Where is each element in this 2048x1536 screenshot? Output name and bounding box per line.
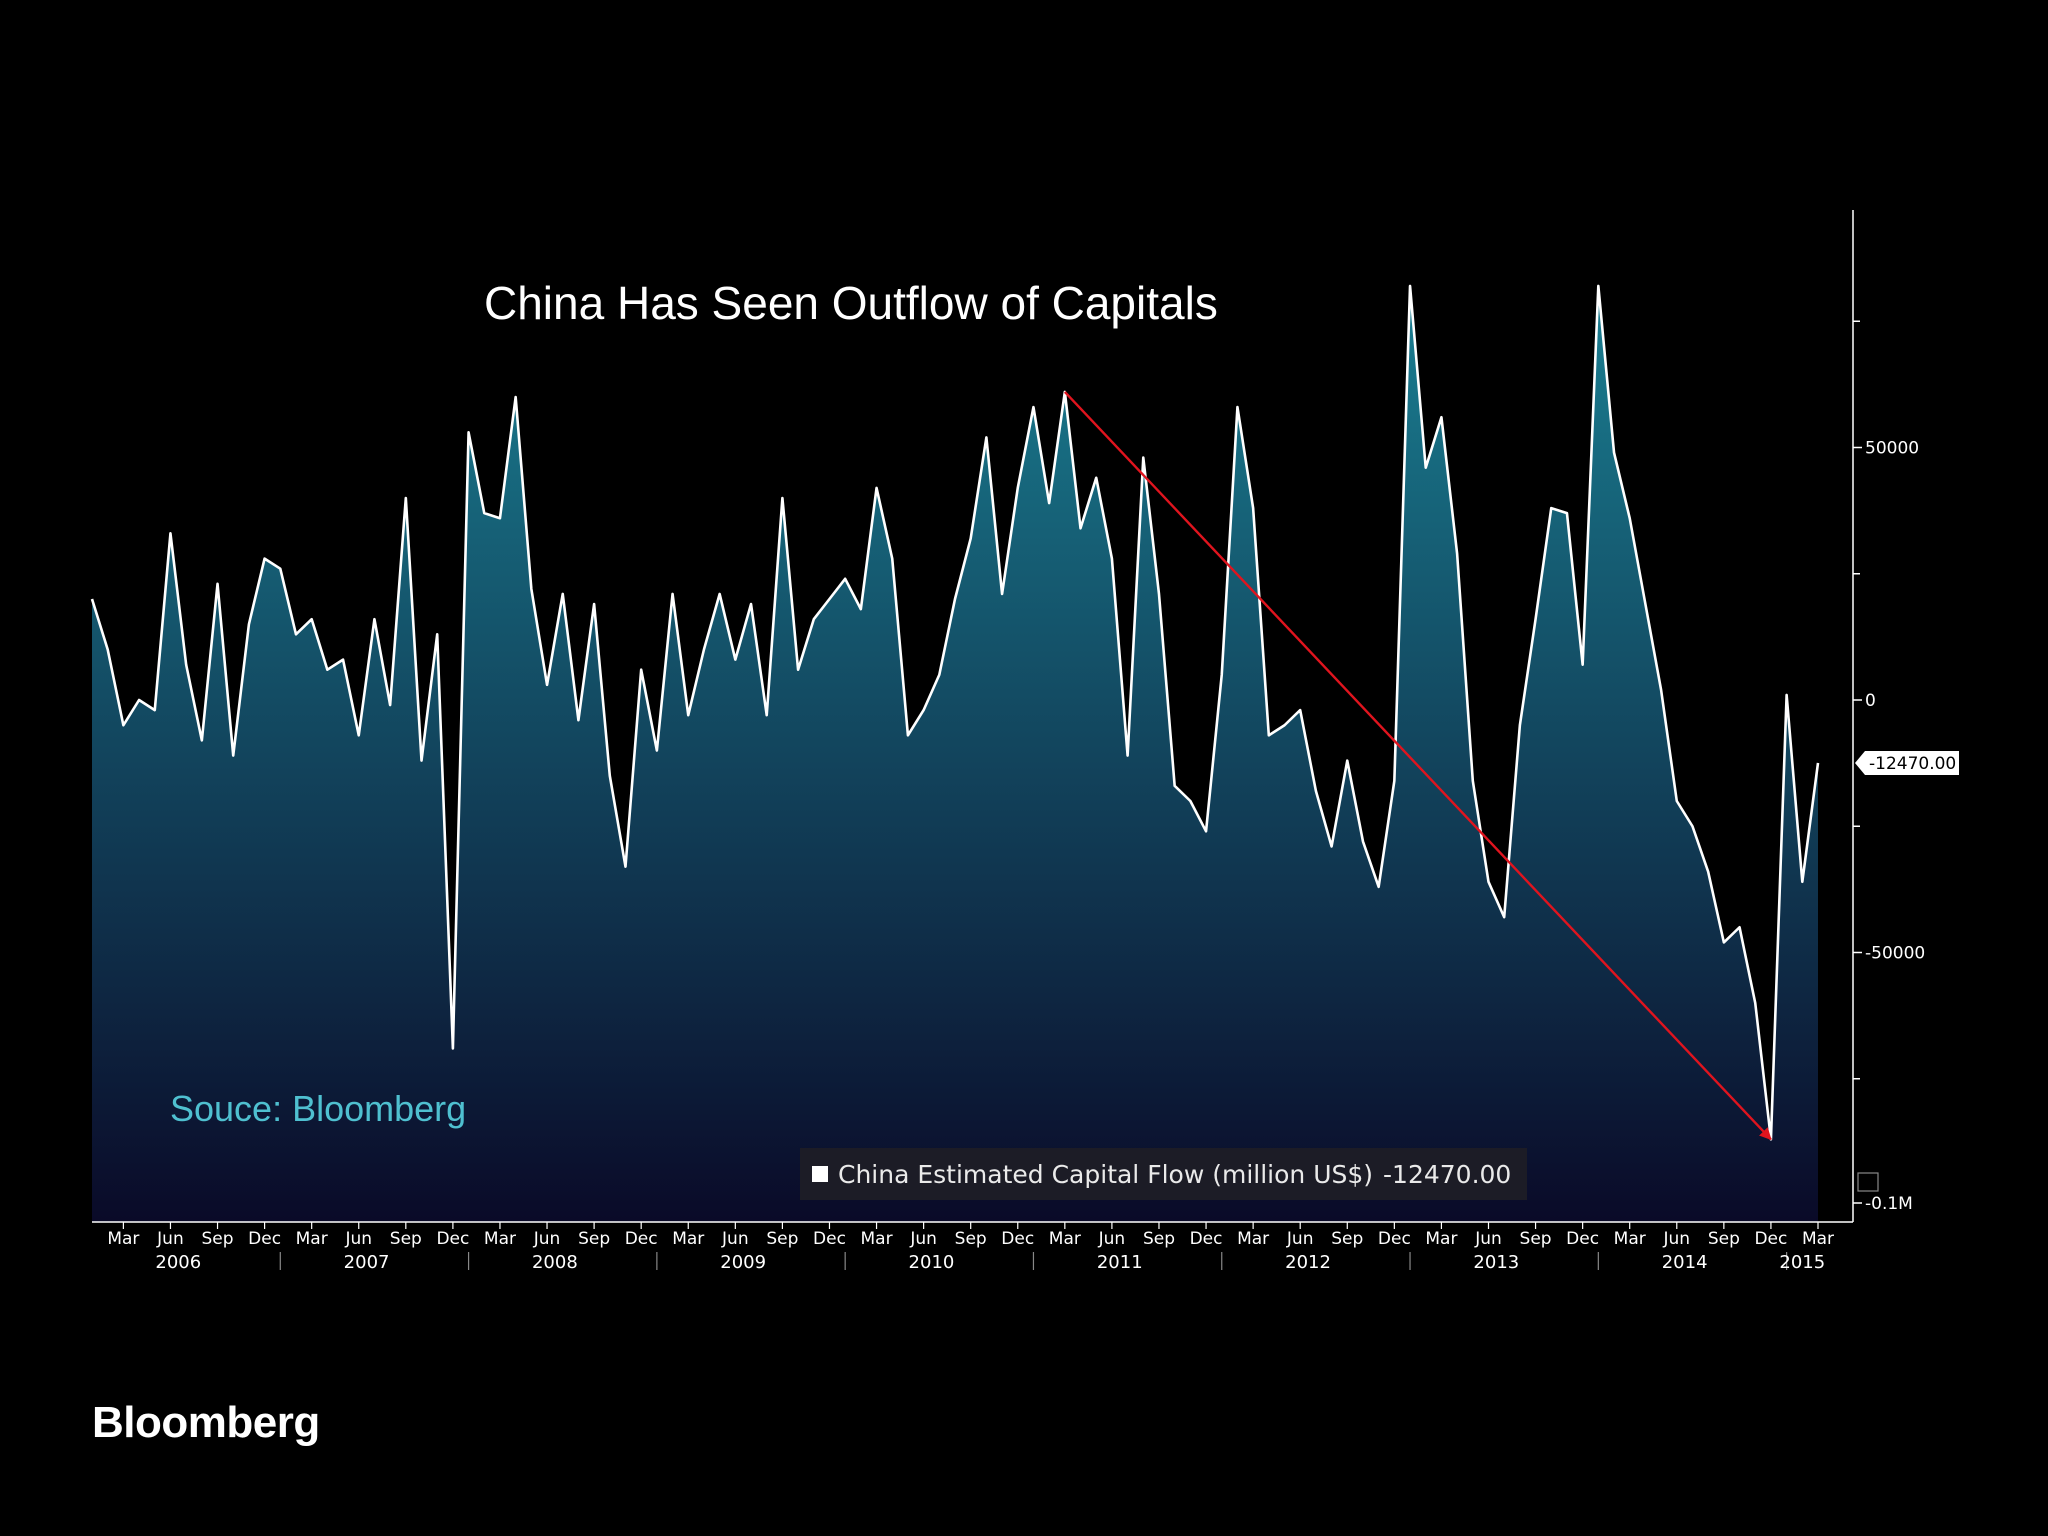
x-month-label: Jun: [1286, 1229, 1314, 1249]
y-tick-label: -50000: [1865, 944, 1925, 964]
x-month-label: Mar: [484, 1229, 516, 1249]
x-year-label: 2008: [532, 1252, 578, 1273]
series-line: [90, 284, 1820, 1141]
y-tick-label: -0.1M: [1865, 1194, 1913, 1214]
x-month-label: Sep: [578, 1229, 610, 1249]
x-month-label: Jun: [909, 1229, 937, 1249]
x-month-label: Jun: [721, 1229, 749, 1249]
x-month-label: Jun: [344, 1229, 372, 1249]
x-month-label: Mar: [1425, 1229, 1457, 1249]
x-year-label: 2011: [1097, 1252, 1143, 1273]
last-value-tag: [1855, 750, 1959, 775]
x-month-label: Sep: [1331, 1229, 1363, 1249]
x-month-label: Sep: [955, 1229, 987, 1249]
x-month-label: Mar: [296, 1229, 328, 1249]
series-area: [92, 285, 1818, 1222]
x-month-label: Dec: [436, 1229, 469, 1249]
x-month-label: Dec: [1754, 1229, 1787, 1249]
x-month-label: Sep: [1520, 1229, 1552, 1249]
x-month-label: Mar: [1237, 1229, 1269, 1249]
x-month-label: Jun: [1474, 1229, 1502, 1249]
x-month-label: Mar: [1614, 1229, 1646, 1249]
x-month-label: Sep: [766, 1229, 798, 1249]
x-month-label: Sep: [1708, 1229, 1740, 1249]
x-year-label: 2009: [720, 1252, 766, 1273]
x-month-label: Sep: [390, 1229, 422, 1249]
x-month-label: Jun: [1663, 1229, 1691, 1249]
y-tick-label: 0: [1865, 691, 1876, 711]
x-month-label: Mar: [672, 1229, 704, 1249]
x-year-label: 2014: [1662, 1252, 1708, 1273]
x-year-label: 2015: [1779, 1252, 1825, 1273]
x-month-label: Sep: [202, 1229, 234, 1249]
x-month-label: Jun: [1098, 1229, 1126, 1249]
y-tick-label: 50000: [1865, 439, 1919, 459]
legend-swatch: [812, 1166, 828, 1182]
x-year-label: 2013: [1473, 1252, 1519, 1273]
x-month-label: Dec: [1001, 1229, 1034, 1249]
chart-type-icon[interactable]: [1857, 1172, 1879, 1192]
x-month-label: Dec: [1378, 1229, 1411, 1249]
x-year-label: 2006: [155, 1252, 201, 1273]
x-month-label: Mar: [107, 1229, 139, 1249]
x-month-label: Dec: [1566, 1229, 1599, 1249]
x-month-label: Dec: [248, 1229, 281, 1249]
trend-arrow: [1063, 391, 1772, 1141]
legend[interactable]: China Estimated Capital Flow (million US…: [800, 1148, 1528, 1200]
x-month-label: Mar: [1049, 1229, 1081, 1249]
x-month-label: Dec: [813, 1229, 846, 1249]
x-month-label: Mar: [861, 1229, 893, 1249]
source-note: Souce: Bloomberg: [170, 1088, 467, 1129]
legend-label: China Estimated Capital Flow (million US…: [838, 1159, 1374, 1189]
last-value-label: -12470.00: [1869, 754, 1956, 774]
x-year-label: 2012: [1285, 1252, 1331, 1273]
x-month-label: Dec: [625, 1229, 658, 1249]
x-month-label: Jun: [156, 1229, 184, 1249]
x-month-label: Dec: [1190, 1229, 1223, 1249]
chart-title: China Has Seen Outflow of Capitals: [484, 277, 1218, 329]
x-year-label: 2007: [344, 1252, 390, 1273]
x-month-label: Sep: [1143, 1229, 1175, 1249]
x-month-label: Mar: [1802, 1229, 1834, 1249]
x-month-label: Jun: [533, 1229, 561, 1249]
bloomberg-logo: Bloomberg: [92, 1398, 320, 1447]
legend-value: -12470.00: [1383, 1159, 1512, 1189]
x-year-label: 2010: [909, 1252, 955, 1273]
